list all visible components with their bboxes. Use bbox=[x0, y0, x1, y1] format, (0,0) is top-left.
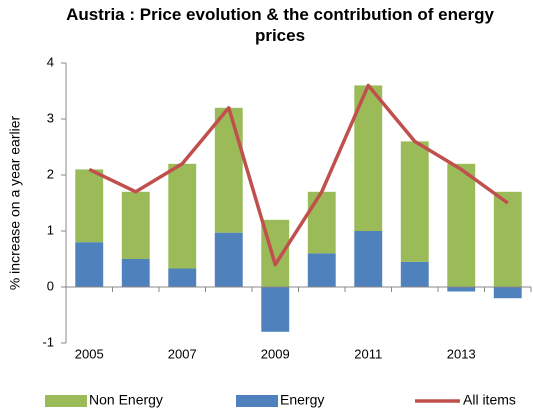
chart-title: Austria : Price evolution & the contribu… bbox=[66, 5, 494, 45]
bar bbox=[121, 191, 150, 259]
bar bbox=[307, 191, 336, 254]
bar bbox=[168, 163, 197, 269]
bar bbox=[75, 169, 104, 243]
bar bbox=[121, 259, 150, 287]
legend-label: Non Energy bbox=[89, 392, 163, 408]
line bbox=[88, 83, 509, 267]
y-tick-label: 0 bbox=[47, 278, 54, 293]
bar bbox=[75, 242, 104, 287]
bar bbox=[400, 141, 429, 262]
bar bbox=[493, 191, 522, 287]
bar bbox=[261, 287, 290, 332]
legend-swatch bbox=[45, 395, 87, 407]
legend-label: Energy bbox=[280, 392, 324, 408]
bar bbox=[354, 231, 383, 287]
y-tick-label: -1 bbox=[42, 334, 54, 349]
x-tick-label: 2011 bbox=[354, 346, 382, 361]
bar bbox=[400, 261, 429, 287]
y-tick-label: 4 bbox=[47, 54, 54, 69]
x-tick-label: 2007 bbox=[168, 346, 197, 361]
legend-label: All items bbox=[463, 392, 516, 408]
bar bbox=[214, 232, 243, 287]
x-tick-label: 2005 bbox=[75, 346, 104, 361]
bar bbox=[447, 287, 476, 292]
y-tick-label: 1 bbox=[47, 222, 54, 237]
y-tick-label: 2 bbox=[47, 166, 54, 181]
x-tick-label: 2013 bbox=[447, 346, 476, 361]
y-tick-label: 3 bbox=[47, 110, 54, 125]
bar bbox=[214, 107, 243, 233]
bar bbox=[307, 253, 336, 287]
x-tick-label: 2009 bbox=[261, 346, 290, 361]
bar bbox=[168, 268, 197, 287]
y-axis-label: % increase on a year earlier bbox=[7, 116, 23, 291]
bar bbox=[447, 163, 476, 287]
legend-swatch bbox=[236, 395, 278, 407]
bar bbox=[493, 287, 522, 299]
